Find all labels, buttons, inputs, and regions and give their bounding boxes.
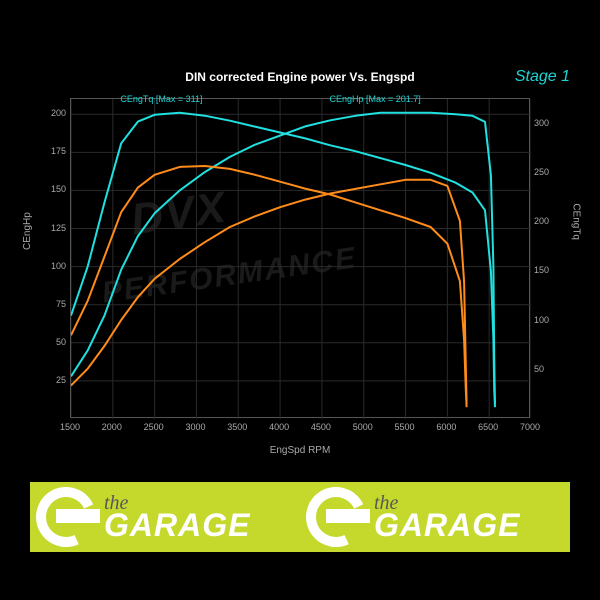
y-left-tick: 75 <box>44 299 66 309</box>
y-left-tick: 125 <box>44 223 66 233</box>
y-left-tick: 100 <box>44 261 66 271</box>
x-tick: 1500 <box>58 422 82 432</box>
stage-label: Stage 1 <box>515 68 570 86</box>
wrench-g-icon <box>34 485 98 549</box>
x-tick: 4500 <box>309 422 333 432</box>
y-right-tick: 300 <box>534 118 549 128</box>
wrench-g-icon <box>304 485 368 549</box>
x-tick: 5500 <box>393 422 417 432</box>
x-tick: 7000 <box>518 422 542 432</box>
x-tick: 6500 <box>476 422 500 432</box>
dyno-chart: DIN corrected Engine power Vs. Engspd St… <box>30 70 570 470</box>
y-right-tick: 100 <box>534 315 549 325</box>
y-left-tick: 25 <box>44 375 66 385</box>
x-tick: 4000 <box>267 422 291 432</box>
x-tick: 2500 <box>142 422 166 432</box>
series-label: CEngTq [Max = 311] <box>120 94 202 104</box>
plot-area: DVX PERFORMANCE <box>70 98 530 418</box>
logo-unit: the GARAGE <box>300 482 570 552</box>
logo-garage: GARAGE <box>104 512 250 539</box>
y-left-tick: 50 <box>44 337 66 347</box>
logo-band: the GARAGE the GARAGE <box>30 482 570 552</box>
x-tick: 3000 <box>183 422 207 432</box>
y-right-label: CEngTq <box>571 203 582 240</box>
logo-garage: GARAGE <box>374 512 520 539</box>
x-label: EngSpd RPM <box>30 445 570 456</box>
y-right-tick: 250 <box>534 167 549 177</box>
y-left-tick: 175 <box>44 146 66 156</box>
chart-title: DIN corrected Engine power Vs. Engspd <box>30 70 570 84</box>
y-left-tick: 150 <box>44 184 66 194</box>
y-right-tick: 200 <box>534 216 549 226</box>
series-label: CEngHp [Max = 201.7] <box>329 94 420 104</box>
x-tick: 2000 <box>100 422 124 432</box>
x-tick: 5000 <box>351 422 375 432</box>
plot-svg <box>71 99 531 419</box>
y-left-label: CEngHp <box>22 212 33 250</box>
x-tick: 3500 <box>225 422 249 432</box>
y-right-tick: 50 <box>534 364 544 374</box>
y-left-tick: 200 <box>44 108 66 118</box>
x-tick: 6000 <box>434 422 458 432</box>
y-right-tick: 150 <box>534 265 549 275</box>
logo-unit: the GARAGE <box>30 482 300 552</box>
